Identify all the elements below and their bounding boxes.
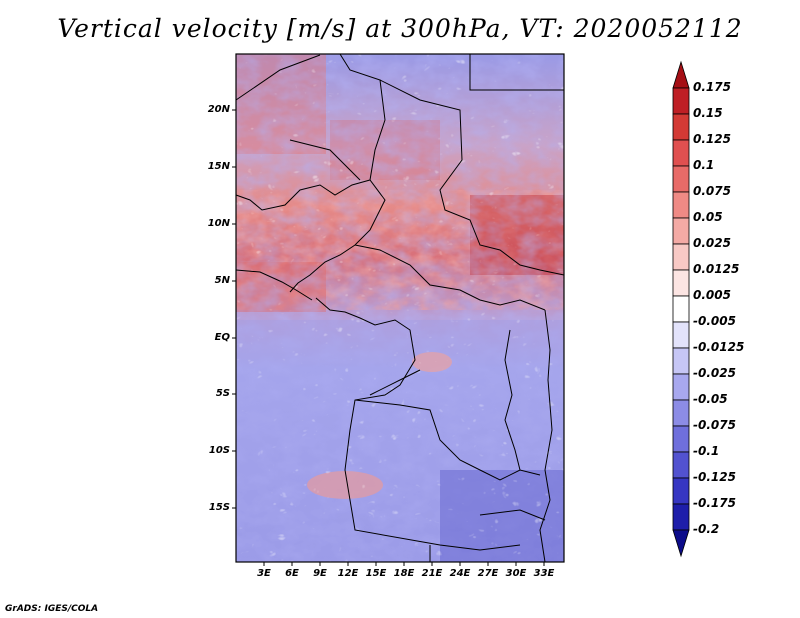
lon-label: 21E [421,568,443,579]
lat-label: 15N [207,161,230,172]
colorbar-segment [672,60,690,89]
map-frame [235,53,565,563]
colorbar-label: -0.125 [693,470,736,484]
colorbar-segment [672,373,690,401]
lon-label: 15E [365,568,387,579]
lat-label: EQ [214,332,230,343]
lon-label: 18E [393,568,415,579]
lat-label: 5N [214,275,230,286]
colorbar-label: -0.05 [693,392,728,406]
colorbar-label: 0.005 [693,288,731,302]
colorbar-segment [672,139,690,167]
colorbar-label: 0.125 [693,132,731,146]
colorbar-segment [672,347,690,375]
colorbar-label: -0.1 [693,444,720,458]
colorbar-label: 0.175 [693,80,731,94]
colorbar-label: 0.1 [693,158,715,172]
lon-label: 12E [337,568,359,579]
lat-label: 15S [208,502,230,513]
page-title: Vertical velocity [m/s] at 300hPa, VT: 2… [57,14,743,43]
colorbar-segment [672,269,690,297]
lon-label: 9E [313,568,327,579]
colorbar-segment [672,451,690,479]
lon-label: 3E [257,568,271,579]
lon-label: 6E [285,568,299,579]
colorbar-label: -0.175 [693,496,736,510]
colorbar-label: 0.025 [693,236,731,250]
colorbar-segment [672,425,690,453]
lat-label: 20N [207,104,230,115]
vertical-velocity-field [236,54,564,562]
lat-label: 10S [208,445,230,456]
lat-label: 5S [215,388,230,399]
colorbar-segment [672,243,690,271]
lon-label: 33E [533,568,555,579]
country-borders [235,53,565,563]
colorbar-segment [672,477,690,505]
colorbar-label: 0.05 [693,210,723,224]
colorbar-segment [672,529,690,558]
lon-label: 24E [449,568,471,579]
colorbar-label: -0.025 [693,366,736,380]
colorbar-segment [672,295,690,323]
colorbar-segment [672,87,690,115]
colorbar-label: 0.075 [693,184,731,198]
colorbar-label: 0.0125 [693,262,740,276]
axis-ticks [232,109,545,566]
lat-label: 10N [207,218,230,229]
colorbar [672,60,690,558]
colorbar-segment [672,217,690,245]
colorbar-segment [672,191,690,219]
lon-label: 30E [505,568,527,579]
lon-label: 27E [477,568,499,579]
colorbar-segment [672,503,690,531]
colorbar-label: -0.005 [693,314,736,328]
colorbar-segment [672,399,690,427]
colorbar-segment [672,165,690,193]
colorbar-label: 0.15 [693,106,723,120]
colorbar-label: -0.2 [693,522,720,536]
colorbar-label: -0.075 [693,418,736,432]
colorbar-segment [672,113,690,141]
colorbar-label: -0.0125 [693,340,745,354]
colorbar-segment [672,321,690,349]
footer-credit: GrADS: IGES/COLA [5,604,99,614]
